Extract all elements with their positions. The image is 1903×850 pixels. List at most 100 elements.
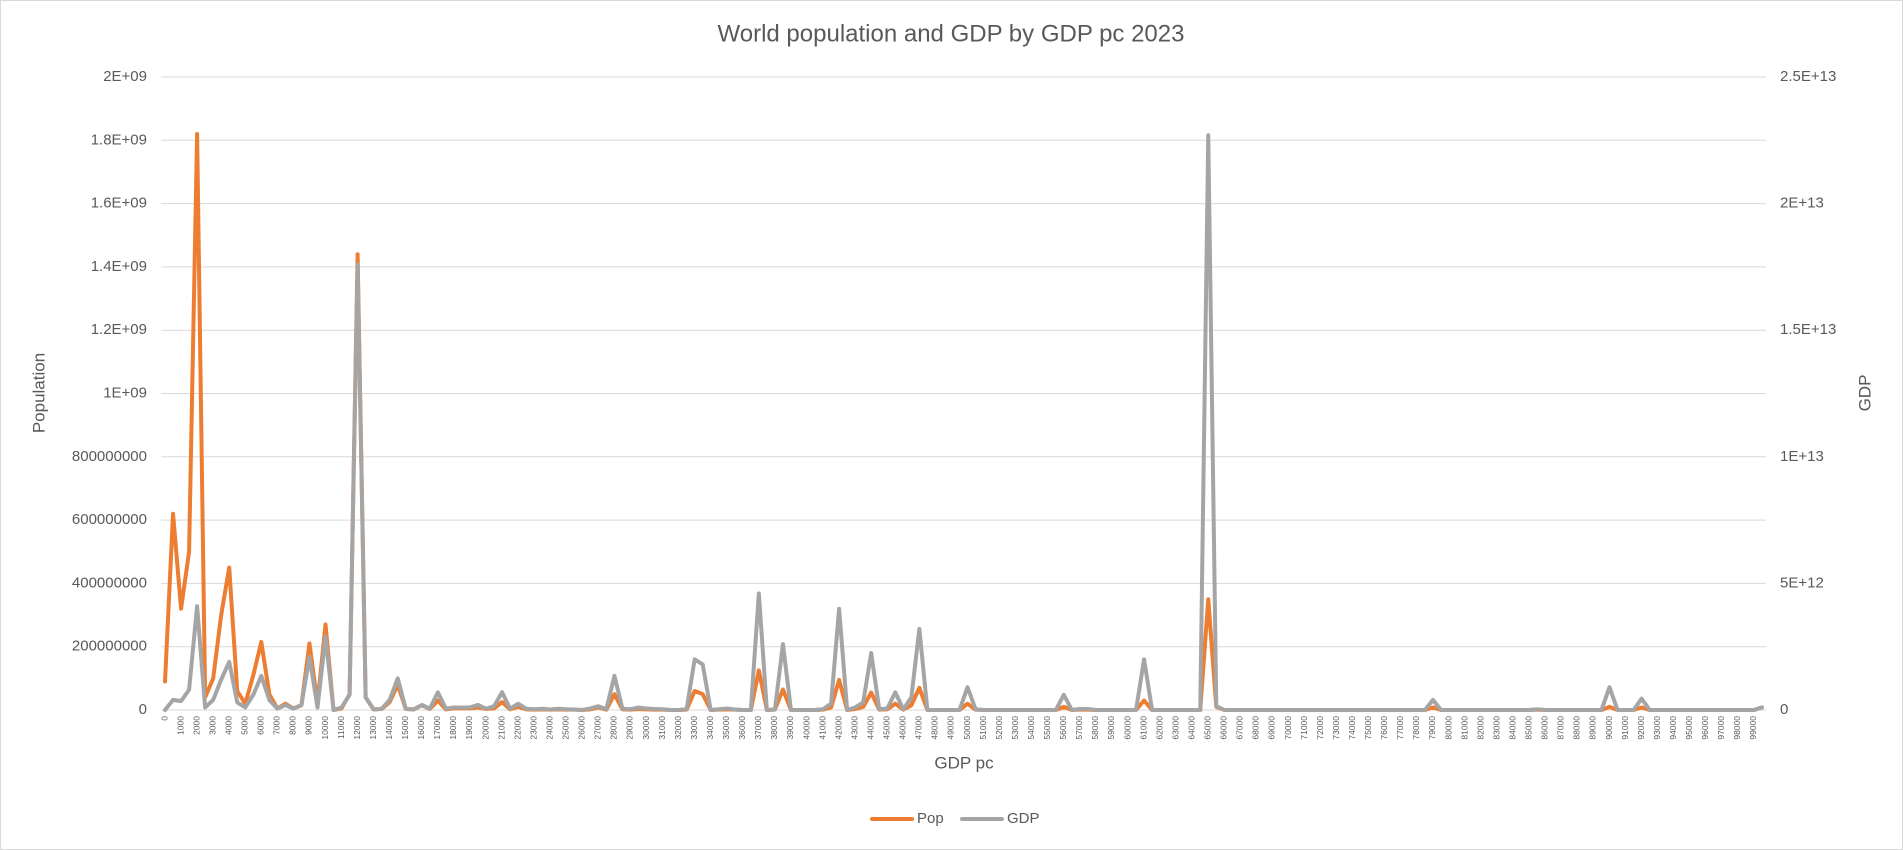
x-tick-label: 83000 <box>1491 716 1501 740</box>
x-tick-label: 67000 <box>1235 716 1245 740</box>
x-axis-title: GDP pc <box>934 753 994 772</box>
x-tick-label: 25000 <box>561 716 571 740</box>
y-tick-label: 1.2E+09 <box>91 321 147 338</box>
y2-tick-label: 1E+13 <box>1780 448 1824 465</box>
y2-tick-label: 2.5E+13 <box>1780 68 1836 85</box>
x-tick-label: 44000 <box>865 716 875 740</box>
x-tick-label: 14000 <box>384 716 394 740</box>
x-tick-label: 50000 <box>962 716 972 740</box>
y-tick-label: 1.4E+09 <box>91 258 147 275</box>
y-tick-label: 2E+09 <box>103 68 147 85</box>
x-tick-label: 20000 <box>480 716 490 740</box>
x-tick-label: 71000 <box>1299 716 1309 740</box>
x-tick-label: 27000 <box>593 716 603 740</box>
x-tick-label: 78000 <box>1411 716 1421 740</box>
x-tick-label: 37000 <box>753 716 763 740</box>
x-tick-label: 88000 <box>1572 716 1582 740</box>
x-tick-label: 40000 <box>801 716 811 740</box>
x-tick-label: 19000 <box>464 716 474 740</box>
x-tick-label: 38000 <box>769 716 779 740</box>
x-tick-label: 12000 <box>352 716 362 740</box>
x-tick-label: 66000 <box>1219 716 1229 740</box>
x-tick-label: 65000 <box>1203 716 1213 740</box>
y-tick-label: 1.8E+09 <box>91 131 147 148</box>
x-tick-label: 60000 <box>1122 716 1132 740</box>
x-tick-label: 68000 <box>1251 716 1261 740</box>
x-tick-label: 95000 <box>1684 716 1694 740</box>
x-tick-label: 43000 <box>849 716 859 740</box>
x-tick-label: 56000 <box>1058 716 1068 740</box>
x-tick-label: 58000 <box>1090 716 1100 740</box>
x-tick-label: 36000 <box>737 716 747 740</box>
x-tick-label: 16000 <box>416 716 426 740</box>
x-tick-label: 22000 <box>512 716 522 740</box>
x-tick-label: 18000 <box>448 716 458 740</box>
x-tick-label: 91000 <box>1620 716 1630 740</box>
x-tick-label: 98000 <box>1732 716 1742 740</box>
x-tick-label: 47000 <box>914 716 924 740</box>
y-tick-label: 1E+09 <box>103 384 147 401</box>
x-tick-label: 17000 <box>432 716 442 740</box>
x-tick-label: 63000 <box>1170 716 1180 740</box>
x-tick-label: 81000 <box>1459 716 1469 740</box>
x-tick-label: 24000 <box>544 716 554 740</box>
x-tick-label: 23000 <box>528 716 538 740</box>
x-tick-label: 99000 <box>1748 716 1758 740</box>
x-tick-label: 33000 <box>689 716 699 740</box>
x-tick-label: 0 <box>159 716 169 721</box>
x-tick-label: 13000 <box>368 716 378 740</box>
x-tick-label: 2000 <box>191 716 201 735</box>
x-tick-label: 48000 <box>930 716 940 740</box>
x-tick-label: 96000 <box>1700 716 1710 740</box>
y-tick-label: 200000000 <box>72 638 147 655</box>
legend-label: Pop <box>917 810 944 827</box>
x-tick-label: 4000 <box>223 716 233 735</box>
x-tick-label: 34000 <box>705 716 715 740</box>
x-tick-label: 94000 <box>1668 716 1678 740</box>
x-tick-label: 77000 <box>1395 716 1405 740</box>
x-tick-label: 49000 <box>946 716 956 740</box>
x-tick-label: 84000 <box>1507 716 1517 740</box>
x-tick-label: 46000 <box>898 716 908 740</box>
x-tick-label: 39000 <box>785 716 795 740</box>
x-tick-label: 7000 <box>272 716 282 735</box>
x-tick-label: 97000 <box>1716 716 1726 740</box>
x-tick-label: 42000 <box>833 716 843 740</box>
x-tick-label: 1000 <box>175 716 185 735</box>
x-tick-label: 85000 <box>1524 716 1534 740</box>
x-tick-label: 45000 <box>882 716 892 740</box>
x-tick-label: 57000 <box>1074 716 1084 740</box>
y2-tick-label: 0 <box>1780 701 1788 718</box>
chart-title: World population and GDP by GDP pc 2023 <box>718 20 1185 47</box>
x-tick-label: 79000 <box>1427 716 1437 740</box>
x-tick-label: 59000 <box>1106 716 1116 740</box>
x-tick-label: 11000 <box>336 716 346 739</box>
y-tick-label: 800000000 <box>72 448 147 465</box>
x-tick-label: 30000 <box>641 716 651 740</box>
x-tick-label: 51000 <box>978 716 988 740</box>
x-tick-label: 80000 <box>1443 716 1453 740</box>
x-tick-label: 70000 <box>1283 716 1293 740</box>
x-tick-label: 87000 <box>1556 716 1566 740</box>
x-tick-label: 90000 <box>1604 716 1614 740</box>
x-tick-label: 74000 <box>1347 716 1357 740</box>
y2-axis-title: GDP <box>1855 375 1874 412</box>
x-tick-label: 93000 <box>1652 716 1662 740</box>
legend-label: GDP <box>1007 810 1040 827</box>
x-tick-label: 10000 <box>320 716 330 740</box>
x-tick-label: 92000 <box>1636 716 1646 740</box>
x-tick-label: 8000 <box>288 716 298 735</box>
x-tick-label: 29000 <box>625 716 635 740</box>
x-tick-label: 41000 <box>817 716 827 740</box>
x-tick-label: 3000 <box>207 716 217 735</box>
x-tick-label: 72000 <box>1315 716 1325 740</box>
x-tick-label: 76000 <box>1379 716 1389 740</box>
x-tick-label: 52000 <box>994 716 1004 740</box>
y-tick-label: 0 <box>139 701 147 718</box>
x-tick-label: 28000 <box>609 716 619 740</box>
x-tick-label: 69000 <box>1267 716 1277 740</box>
x-tick-label: 55000 <box>1042 716 1052 740</box>
x-tick-label: 31000 <box>657 716 667 740</box>
